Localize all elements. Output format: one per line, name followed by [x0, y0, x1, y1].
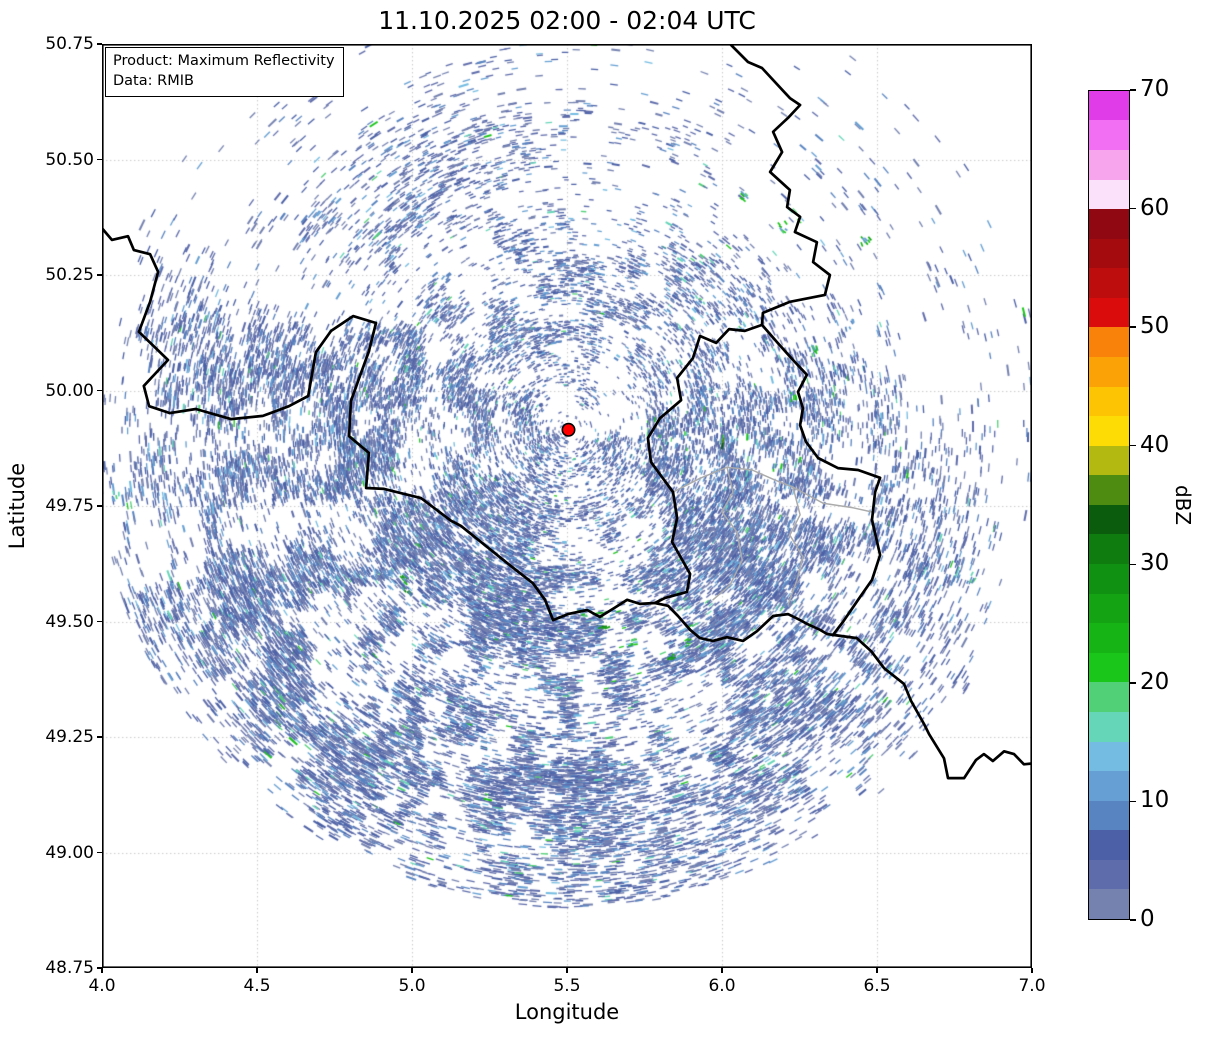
colorbar-tick-mark: [1130, 800, 1136, 803]
x-tick-mark: [256, 968, 258, 973]
colorbar-tick-label: 40: [1140, 431, 1170, 458]
y-tick-mark: [97, 274, 102, 276]
country-border-path: [760, 323, 882, 637]
x-axis-label: Longitude: [514, 1000, 620, 1024]
colorbar-segment: [1089, 830, 1129, 860]
colorbar-segment: [1089, 327, 1129, 358]
colorbar-segment: [1089, 682, 1129, 712]
colorbar-tick-label: 30: [1140, 550, 1170, 577]
plot-area: Product: Maximum Reflectivity Data: RMIB: [102, 44, 1032, 968]
radar-site-marker: [561, 422, 576, 437]
colorbar-segment: [1089, 623, 1129, 653]
country-border-path: [831, 633, 1032, 780]
colorbar-segment: [1089, 416, 1129, 446]
colorbar-tick-label: 50: [1140, 313, 1170, 340]
colorbar-tick-mark: [1130, 919, 1136, 921]
colorbar-segment: [1089, 357, 1129, 387]
y-tick-mark: [97, 736, 102, 738]
colorbar-segment: [1089, 889, 1129, 919]
region-border-path: [672, 466, 873, 513]
colorbar-segment: [1089, 179, 1129, 210]
y-tick-mark: [97, 505, 102, 507]
colorbar-segment: [1089, 475, 1129, 505]
y-tick-label: 50.75: [45, 34, 94, 54]
colorbar-tick-mark: [1130, 682, 1136, 684]
colorbar-tick-label: 10: [1140, 787, 1170, 814]
colorbar-segment: [1089, 741, 1129, 772]
country-border-path: [646, 323, 764, 605]
y-tick-mark: [97, 43, 102, 45]
y-tick-label: 49.25: [45, 727, 94, 747]
colorbar-segment: [1089, 209, 1129, 239]
colorbar-segment: [1089, 711, 1129, 742]
y-tick-label: 49.00: [45, 842, 94, 863]
x-tick-mark: [1031, 968, 1033, 973]
x-tick-mark: [876, 968, 878, 973]
x-tick-label: 5.5: [553, 976, 581, 996]
x-tick-mark: [101, 968, 103, 973]
colorbar-tick-mark: [1130, 326, 1136, 328]
colorbar-segment: [1089, 238, 1129, 269]
y-tick-label: 50.50: [45, 149, 94, 170]
country-border-path: [653, 601, 835, 643]
colorbar-segment: [1089, 800, 1129, 831]
x-tick-mark: [566, 968, 568, 973]
colorbar-segment: [1089, 534, 1129, 565]
y-tick-label: 50.25: [45, 265, 94, 285]
colorbar-segment: [1089, 504, 1129, 535]
reflectivity-field-canvas: [102, 44, 1032, 968]
country-border-path: [102, 226, 657, 622]
figure-title: 11.10.2025 02:00 - 02:04 UTC: [378, 6, 756, 35]
y-tick-label: 48.75: [45, 958, 94, 978]
colorbar-segment: [1089, 149, 1129, 180]
x-tick-mark: [721, 968, 723, 973]
y-tick-mark: [97, 389, 102, 392]
region-border-path: [712, 466, 743, 601]
colorbar-tick-mark: [1130, 445, 1136, 447]
region-border-path: [787, 486, 804, 606]
colorbar-tick-mark: [1130, 89, 1136, 91]
x-tick-label: 6.0: [708, 976, 736, 996]
colorbar-tick-mark: [1130, 563, 1136, 565]
colorbar-segment: [1089, 564, 1129, 594]
annotation-product: Product: Maximum Reflectivity: [113, 53, 335, 69]
colorbar-segment: [1089, 859, 1129, 890]
colorbar-segment: [1089, 593, 1129, 624]
colorbar-tick-label: 70: [1140, 76, 1170, 102]
colorbar-segment: [1089, 652, 1129, 683]
x-tick-label: 6.5: [863, 976, 891, 996]
y-tick-mark: [97, 851, 102, 854]
colorbar: [1088, 90, 1130, 920]
y-tick-label: 49.50: [45, 611, 94, 632]
y-tick-label: 50.00: [45, 380, 94, 401]
country-border-path: [728, 44, 832, 327]
y-tick-mark: [97, 967, 102, 969]
y-tick-mark: [97, 158, 102, 161]
colorbar-segment: [1089, 90, 1129, 121]
y-tick-label: 49.75: [45, 496, 94, 516]
colorbar-label: dBZ: [1171, 484, 1195, 526]
colorbar-segment: [1089, 268, 1129, 298]
map-overlay-svg: [102, 44, 1032, 968]
x-tick-mark: [411, 968, 413, 973]
x-tick-label: 4.0: [88, 976, 116, 996]
colorbar-tick-label: 60: [1140, 194, 1170, 221]
x-tick-label: 4.5: [243, 976, 271, 996]
annotation-box: Product: Maximum Reflectivity Data: RMIB: [105, 47, 344, 97]
colorbar-tick-label: 20: [1140, 668, 1170, 695]
colorbar-segment: [1089, 445, 1129, 476]
y-tick-mark: [97, 620, 102, 623]
x-tick-label: 5.0: [398, 976, 426, 996]
plot-spine: [102, 44, 1032, 968]
colorbar-segment: [1089, 120, 1129, 150]
colorbar-segment: [1089, 771, 1129, 801]
colorbar-tick-label: 0: [1140, 906, 1155, 932]
colorbar-segment: [1089, 297, 1129, 328]
x-tick-label: 7.0: [1018, 976, 1046, 996]
annotation-data-source: Data: RMIB: [113, 73, 194, 90]
colorbar-tick-mark: [1130, 207, 1136, 210]
colorbar-segment: [1089, 386, 1129, 417]
